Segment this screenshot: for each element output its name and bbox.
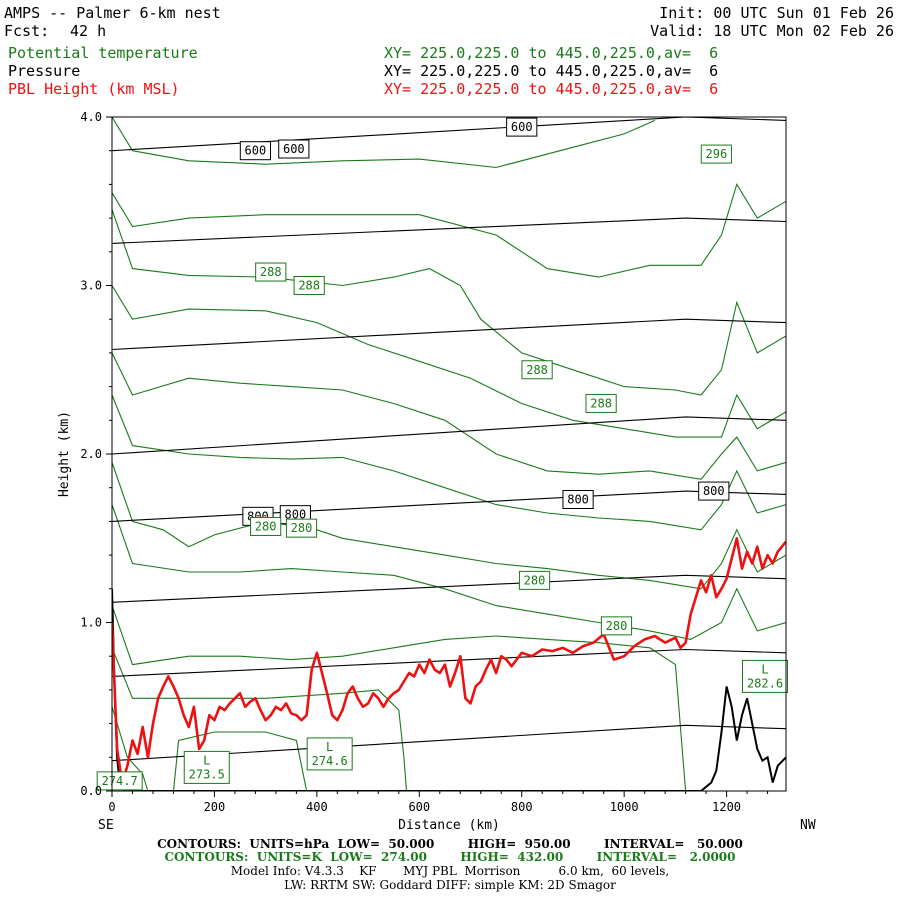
theta-label-box-4: [585, 393, 617, 413]
pressure-label-4: 800: [285, 508, 307, 522]
theta-label-12: 274.7: [102, 774, 138, 788]
chart-title: AMPS -- Palmer 6-km nest: [4, 4, 221, 22]
theta-label-box-7: [518, 570, 551, 590]
theta-label-0: 296: [706, 147, 728, 161]
model-info: Model Info: V4.3.3 KF MYJ PBL Morrison 6…: [230, 864, 670, 878]
pressure-label-6: 800: [703, 484, 725, 498]
pressure-contour-1: [112, 648, 786, 677]
pressure-label-2: 600: [511, 120, 533, 134]
theta-contour-6: [112, 462, 786, 590]
pressure-label-box-5: [562, 489, 594, 509]
theta-contour-4: [112, 352, 786, 480]
theta-label-box-0: [700, 144, 732, 164]
field-potential-temperature: Potential temperature: [8, 44, 198, 62]
field-pressure: Pressure: [8, 62, 81, 80]
x-axis-title: Distance (km): [398, 818, 500, 833]
theta-label-10: 274.6: [312, 754, 348, 768]
x-tick-label: 0: [108, 800, 115, 814]
y-tick-label: 2.0: [80, 447, 102, 461]
theta-label-10: L: [326, 740, 333, 754]
init-time: Init: 00 UTC Sun 01 Feb 26: [659, 4, 894, 22]
pressure-label-box-1: [278, 139, 310, 159]
theta-label-9: L: [203, 753, 210, 767]
pbl-height-line: [112, 537, 786, 784]
pressure-contour-info: CONTOURS: UNITS=hPa LOW= 50.000 HIGH= 95…: [157, 837, 743, 851]
pressure-contour-6: [112, 217, 786, 244]
theta-label-6: 280: [291, 521, 313, 535]
plot-area: [112, 117, 786, 791]
pressure-contour-5: [112, 318, 786, 351]
field-pbl-height: PBL Height (km MSL): [8, 80, 180, 98]
pressure-label-0: 600: [245, 144, 267, 158]
theta-label-box-3: [521, 360, 553, 380]
pressure-contour-7: [112, 117, 786, 152]
x-tick-label: 400: [306, 800, 328, 814]
x-tick-label: 1200: [712, 800, 741, 814]
theta-label-box-1: [255, 262, 287, 282]
theta-contour-3: [112, 285, 786, 438]
theta-contour-info: CONTOURS: UNITS=K LOW= 274.00 HIGH= 432.…: [164, 850, 736, 864]
theta-label-box-5: [250, 516, 282, 536]
pressure-label-5: 800: [567, 492, 589, 506]
pressure-label-box-2: [506, 117, 538, 137]
x-tick-label: 1000: [610, 800, 639, 814]
theta-contour-5: [112, 394, 786, 531]
se-label: SE: [98, 818, 114, 833]
theta-label-box-6: [285, 518, 318, 538]
y-tick-label: 1.0: [80, 616, 102, 630]
pressure-label-box-0: [239, 141, 272, 161]
theta-label-box-10: [306, 737, 353, 771]
theta-contour-2: [112, 209, 786, 396]
theta-label-3: 288: [526, 363, 548, 377]
field-pbl-height-xy: XY= 225.0,225.0 to 445.0,225.0,av= 6: [384, 80, 719, 98]
theta-contour-11: [112, 706, 149, 791]
pressure-label-box-6: [698, 481, 730, 501]
theta-label-4: 288: [590, 396, 612, 410]
theta-label-2: 288: [298, 279, 320, 293]
x-tick-label: 600: [408, 800, 430, 814]
y-tick-label: 3.0: [80, 279, 102, 293]
valid-time: Valid: 18 UTC Mon 02 Feb 26: [650, 22, 894, 40]
forecast-hours: 42 h: [70, 22, 107, 40]
y-axis-title: Height (km): [57, 411, 72, 497]
theta-label-8: 280: [606, 619, 628, 633]
x-tick-label: 800: [511, 800, 533, 814]
pressure-label-1: 600: [283, 142, 305, 156]
theta-label-box-8: [600, 616, 633, 636]
theta-label-7: 280: [524, 573, 546, 587]
theta-contour-1: [112, 183, 786, 278]
theta-contour-0: [112, 117, 656, 169]
pressure-contour-2: [112, 574, 786, 603]
pressure-contour-3: [112, 490, 786, 522]
theta-label-9: 273.5: [189, 767, 225, 781]
theta-label-11: 282.6: [747, 676, 783, 690]
forecast-label: Fcst:: [4, 22, 50, 40]
y-tick-label: 4.0: [80, 110, 102, 124]
theta-contour-8: [112, 605, 687, 791]
theta-contour-9: [112, 647, 408, 791]
theta-label-box-2: [293, 276, 325, 295]
theta-label-box-12: [96, 771, 143, 791]
theta-label-box-11: [742, 659, 789, 693]
pressure-contour-4: [112, 416, 786, 455]
physics-info: LW: RRTM SW: Goddard DIFF: simple KM: 2D…: [284, 878, 616, 892]
x-tick-label: 200: [204, 800, 226, 814]
theta-label-11: L: [761, 662, 768, 676]
field-pressure-xy: XY= 225.0,225.0 to 445.0,225.0,av= 6: [384, 62, 719, 80]
theta-label-5: 280: [255, 519, 277, 533]
field-potential-temperature-xy: XY= 225.0,225.0 to 445.0,225.0,av= 6: [384, 44, 719, 62]
y-tick-label: 0.0: [80, 784, 102, 798]
theta-contour-7: [112, 504, 786, 640]
nw-label: NW: [800, 818, 816, 833]
theta-label-1: 288: [260, 265, 282, 279]
theta-label-box-9: [183, 750, 230, 784]
